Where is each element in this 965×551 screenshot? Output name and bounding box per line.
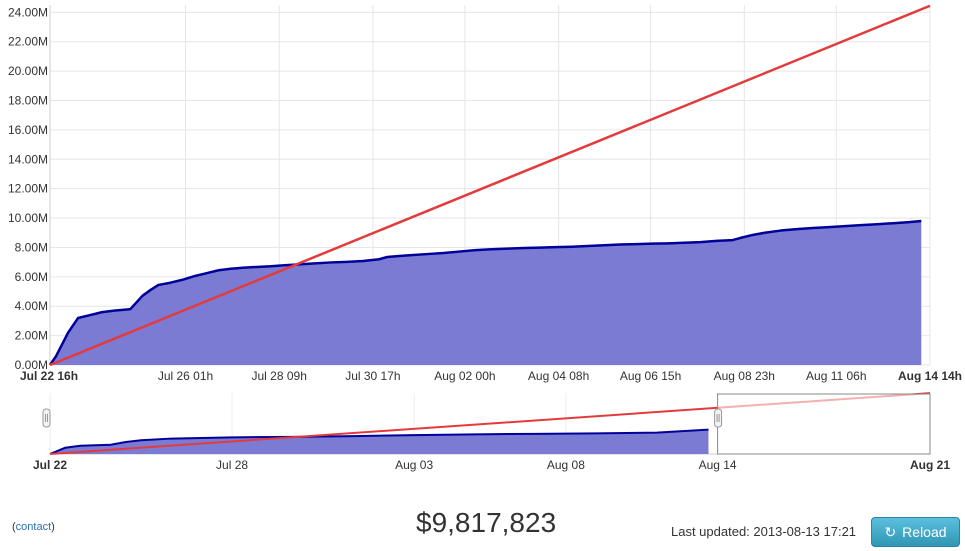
main-series xyxy=(48,4,931,367)
y-tick-label: 6.00M xyxy=(15,270,48,284)
x-tick-label: Aug 04 08h xyxy=(528,369,589,383)
y-tick-label: 0.00M xyxy=(15,358,48,372)
main-chart: 0.00M 2.00M 4.00M 6.00M 8.00M 10.00M 12.00M 14.… xyxy=(8,4,962,383)
navigator-chart[interactable]: Jul 22 Jul 28 Aug 03 Aug 08 Aug 14 Aug 21 xyxy=(0,388,965,478)
y-tick-label: 8.00M xyxy=(15,240,48,254)
y-tick-label: 10.00M xyxy=(8,211,48,225)
contact-link[interactable]: contact xyxy=(15,521,52,533)
x-tick-label: Jul 28 09h xyxy=(251,369,306,383)
contact-open: ( xyxy=(12,521,16,533)
nav-left-handle[interactable] xyxy=(42,408,51,428)
y-tick-label: 24.00M xyxy=(8,5,48,19)
target-line xyxy=(49,4,931,367)
contact-text: (contact) xyxy=(12,521,55,533)
y-tick-label: 18.00M xyxy=(8,94,48,108)
reload-label: Reload xyxy=(902,524,947,540)
x-tick-label: Aug 06 15h xyxy=(620,369,681,383)
x-tick-label: Jul 30 17h xyxy=(345,369,400,383)
nav-tick-label: Aug 08 xyxy=(547,458,585,472)
y-tick-label: 16.00M xyxy=(8,123,48,137)
nav-tick-label: Aug 14 xyxy=(699,458,737,472)
main-grid xyxy=(49,5,931,366)
x-tick-label: Jul 22 16h xyxy=(20,369,78,383)
reload-button[interactable]: ↻ Reload xyxy=(871,517,960,547)
refresh-icon: ↻ xyxy=(884,524,897,540)
main-x-axis: Jul 22 16h Jul 26 01h Jul 28 09h Jul 30 17h… xyxy=(20,369,962,383)
nav-selection-window[interactable] xyxy=(717,393,931,455)
y-tick-label: 14.00M xyxy=(8,152,48,166)
x-tick-label: Aug 08 23h xyxy=(714,369,775,383)
nav-right-handle[interactable] xyxy=(714,408,723,428)
nav-tick-label: Aug 03 xyxy=(395,458,433,472)
x-tick-label: Jul 26 01h xyxy=(158,369,213,383)
y-tick-label: 2.00M xyxy=(15,329,48,343)
x-tick-label: Aug 02 00h xyxy=(434,369,495,383)
nav-balance-line xyxy=(49,428,709,455)
balance-line xyxy=(48,219,922,366)
main-y-axis: 0.00M 2.00M 4.00M 6.00M 8.00M 10.00M 12.00M 14.… xyxy=(8,5,48,372)
y-tick-label: 22.00M xyxy=(8,35,48,49)
nav-tick-label: Aug 21 xyxy=(910,458,950,472)
navigator-x-axis: Jul 22 Jul 28 Aug 03 Aug 08 Aug 14 Aug 21 xyxy=(33,458,950,472)
navigator-selection[interactable] xyxy=(42,393,931,455)
nav-tick-label: Jul 22 xyxy=(33,458,67,472)
nav-tick-label: Jul 28 xyxy=(216,458,248,472)
total-amount: $9,817,823 xyxy=(416,507,557,538)
nav-balance-area xyxy=(50,429,709,454)
contact-close: ) xyxy=(51,521,55,533)
y-tick-label: 4.00M xyxy=(15,299,48,313)
x-tick-label: Aug 14 14h xyxy=(898,369,962,383)
y-tick-label: 12.00M xyxy=(8,182,48,196)
x-tick-label: Aug 11 06h xyxy=(806,369,867,383)
balance-area xyxy=(50,221,922,365)
y-tick-label: 20.00M xyxy=(8,64,48,78)
last-updated: Last updated: 2013-08-13 17:21 xyxy=(671,524,857,539)
